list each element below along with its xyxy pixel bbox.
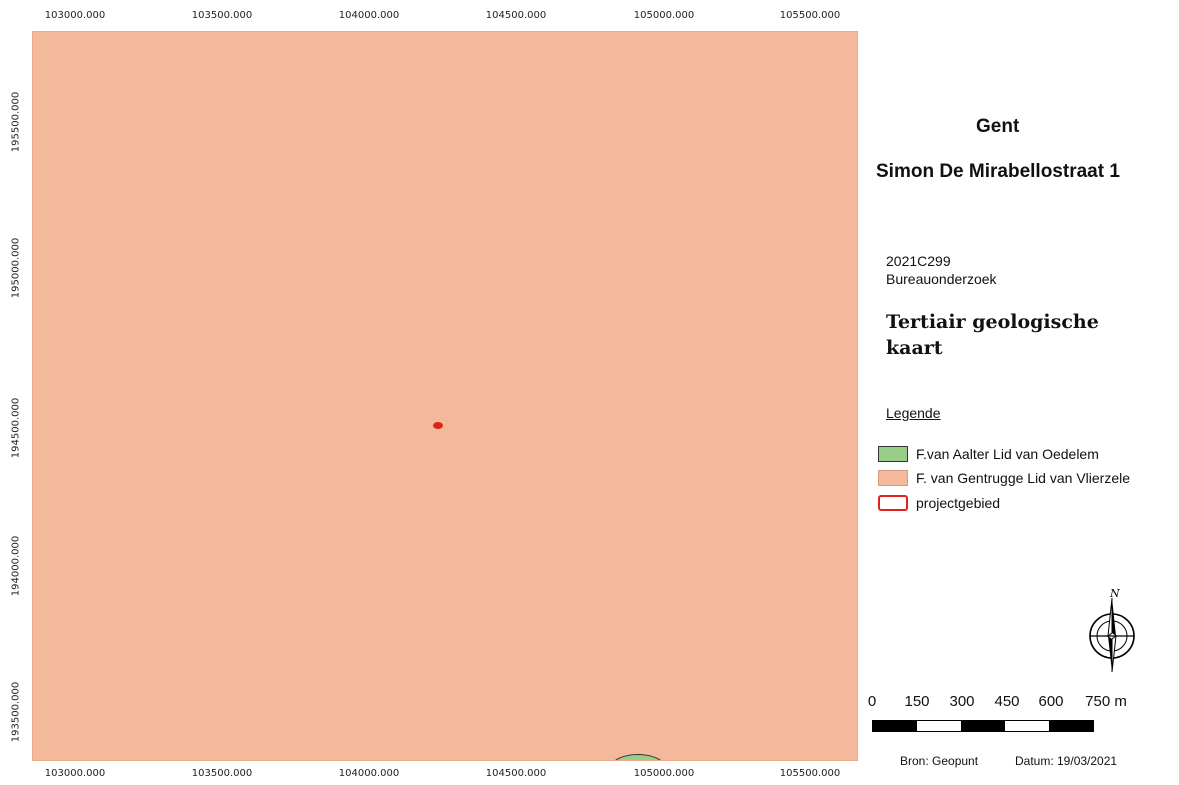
x-tick-bottom: 105500.000 — [780, 768, 840, 779]
aalter-formation-polygon — [611, 754, 665, 761]
north-label: N — [1109, 587, 1120, 600]
legend-swatch-salmon — [878, 470, 908, 486]
project-area-marker[interactable] — [433, 422, 443, 429]
x-tick-top: 103500.000 — [192, 10, 252, 21]
y-tick-left: 195000.000 — [11, 238, 22, 298]
map-canvas[interactable] — [32, 31, 858, 761]
x-tick-bottom: 103000.000 — [45, 768, 105, 779]
date-stamp: Datum: 19/03/2021 — [1015, 754, 1117, 768]
scale-bar — [872, 720, 1094, 732]
legend-label: projectgebied — [916, 495, 1000, 511]
y-tick-left: 194000.000 — [11, 536, 22, 596]
scale-label: 600 — [1038, 693, 1063, 710]
street-title: Simon De Mirabellostraat 1 — [876, 161, 1120, 183]
x-tick-bottom: 104000.000 — [339, 768, 399, 779]
north-arrow-icon: N — [1084, 586, 1140, 674]
source-credit: Bron: Geopunt — [900, 754, 978, 768]
scale-label: 150 — [904, 693, 929, 710]
map-title: Tertiair geologische kaart — [886, 309, 1116, 361]
x-tick-bottom: 105000.000 — [634, 768, 694, 779]
project-type: Bureauonderzoek — [886, 271, 997, 287]
scale-label: 450 — [994, 693, 1019, 710]
y-tick-left: 194500.000 — [11, 398, 22, 458]
legend-label: F.van Aalter Lid van Oedelem — [916, 446, 1099, 462]
legend-title: Legende — [886, 405, 941, 421]
x-tick-top: 104500.000 — [486, 10, 546, 21]
x-tick-top: 105500.000 — [780, 10, 840, 21]
legend-item-gentbrugge: F. van Gentrugge Lid van Vlierzele — [878, 468, 1130, 488]
x-tick-top: 103000.000 — [45, 10, 105, 21]
legend-label: F. van Gentrugge Lid van Vlierzele — [916, 470, 1130, 486]
x-tick-bottom: 104500.000 — [486, 768, 546, 779]
legend-item-projectgebied: projectgebied — [878, 493, 1000, 513]
x-tick-top: 105000.000 — [634, 10, 694, 21]
city-title: Gent — [976, 116, 1019, 138]
legend-item-aalter: F.van Aalter Lid van Oedelem — [878, 444, 1099, 464]
legend-swatch-green — [878, 446, 908, 462]
x-tick-bottom: 103500.000 — [192, 768, 252, 779]
scale-label: 300 — [949, 693, 974, 710]
project-code: 2021C299 — [886, 253, 951, 269]
scale-label: 0 — [868, 693, 876, 710]
y-tick-left: 195500.000 — [11, 92, 22, 152]
y-tick-left: 193500.000 — [11, 682, 22, 742]
legend-swatch-red-outline — [878, 495, 908, 511]
x-tick-top: 104000.000 — [339, 10, 399, 21]
scale-label: 750 m — [1085, 693, 1127, 710]
